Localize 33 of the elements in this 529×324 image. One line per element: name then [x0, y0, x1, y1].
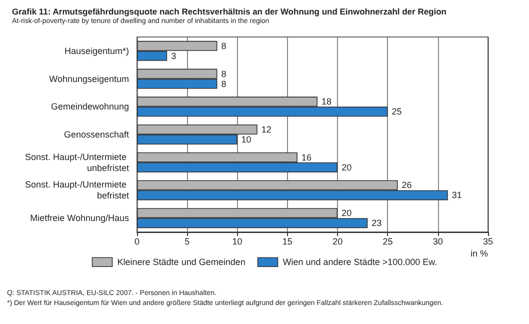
x-tick-label: 0 — [134, 236, 140, 246]
x-tick-label: 25 — [382, 236, 393, 246]
x-tick-label: 35 — [482, 236, 494, 246]
data-label: 18 — [322, 96, 332, 107]
y-tick-label: Gemeindewohnung — [50, 102, 129, 112]
x-tick-label: 20 — [332, 236, 343, 246]
x-tick-label: 10 — [232, 236, 242, 246]
legend-label: Wien und andere Städte >100.000 Ew. — [282, 257, 438, 268]
data-label: 3 — [171, 50, 176, 61]
chart-title: Grafik 11: Armutsgefährdungsquote nach Rechtsverhältnis an der Wohnung und Einwohnerzahl der Region — [12, 6, 446, 16]
x-tick-label: 15 — [282, 236, 292, 246]
data-label: 8 — [221, 78, 226, 89]
x-tick-label: 30 — [432, 236, 443, 246]
data-label: 26 — [402, 180, 412, 190]
y-tick-label: Hauseigentum*) — [64, 46, 129, 56]
y-tick-label: Genossenschaft — [64, 130, 130, 140]
x-tick-label: 5 — [184, 236, 190, 246]
data-label: 20 — [342, 208, 352, 218]
data-label: 23 — [372, 218, 382, 228]
x-axis-title: in % — [470, 248, 488, 258]
y-tick-label: Mietfreie Wohnung/Haus — [30, 213, 130, 224]
y-tick-label: Wohnungseigentum — [49, 74, 129, 84]
data-label: 10 — [241, 134, 252, 144]
y-tick-label: Sonst. Haupt-/Untermiete unbefristet — [24, 152, 130, 173]
data-label: 16 — [301, 152, 312, 162]
legend-label: Kleinere Städte und Gemeinden — [117, 257, 246, 268]
data-label: 12 — [261, 124, 272, 134]
data-label: 8 — [221, 40, 226, 51]
data-label: 25 — [392, 106, 402, 117]
data-label: 8 — [221, 68, 226, 79]
data-label: 31 — [452, 190, 462, 200]
data-label: 20 — [342, 162, 352, 172]
y-tick-label: Sonst. Haupt-/Untermiete befristet — [24, 180, 130, 201]
